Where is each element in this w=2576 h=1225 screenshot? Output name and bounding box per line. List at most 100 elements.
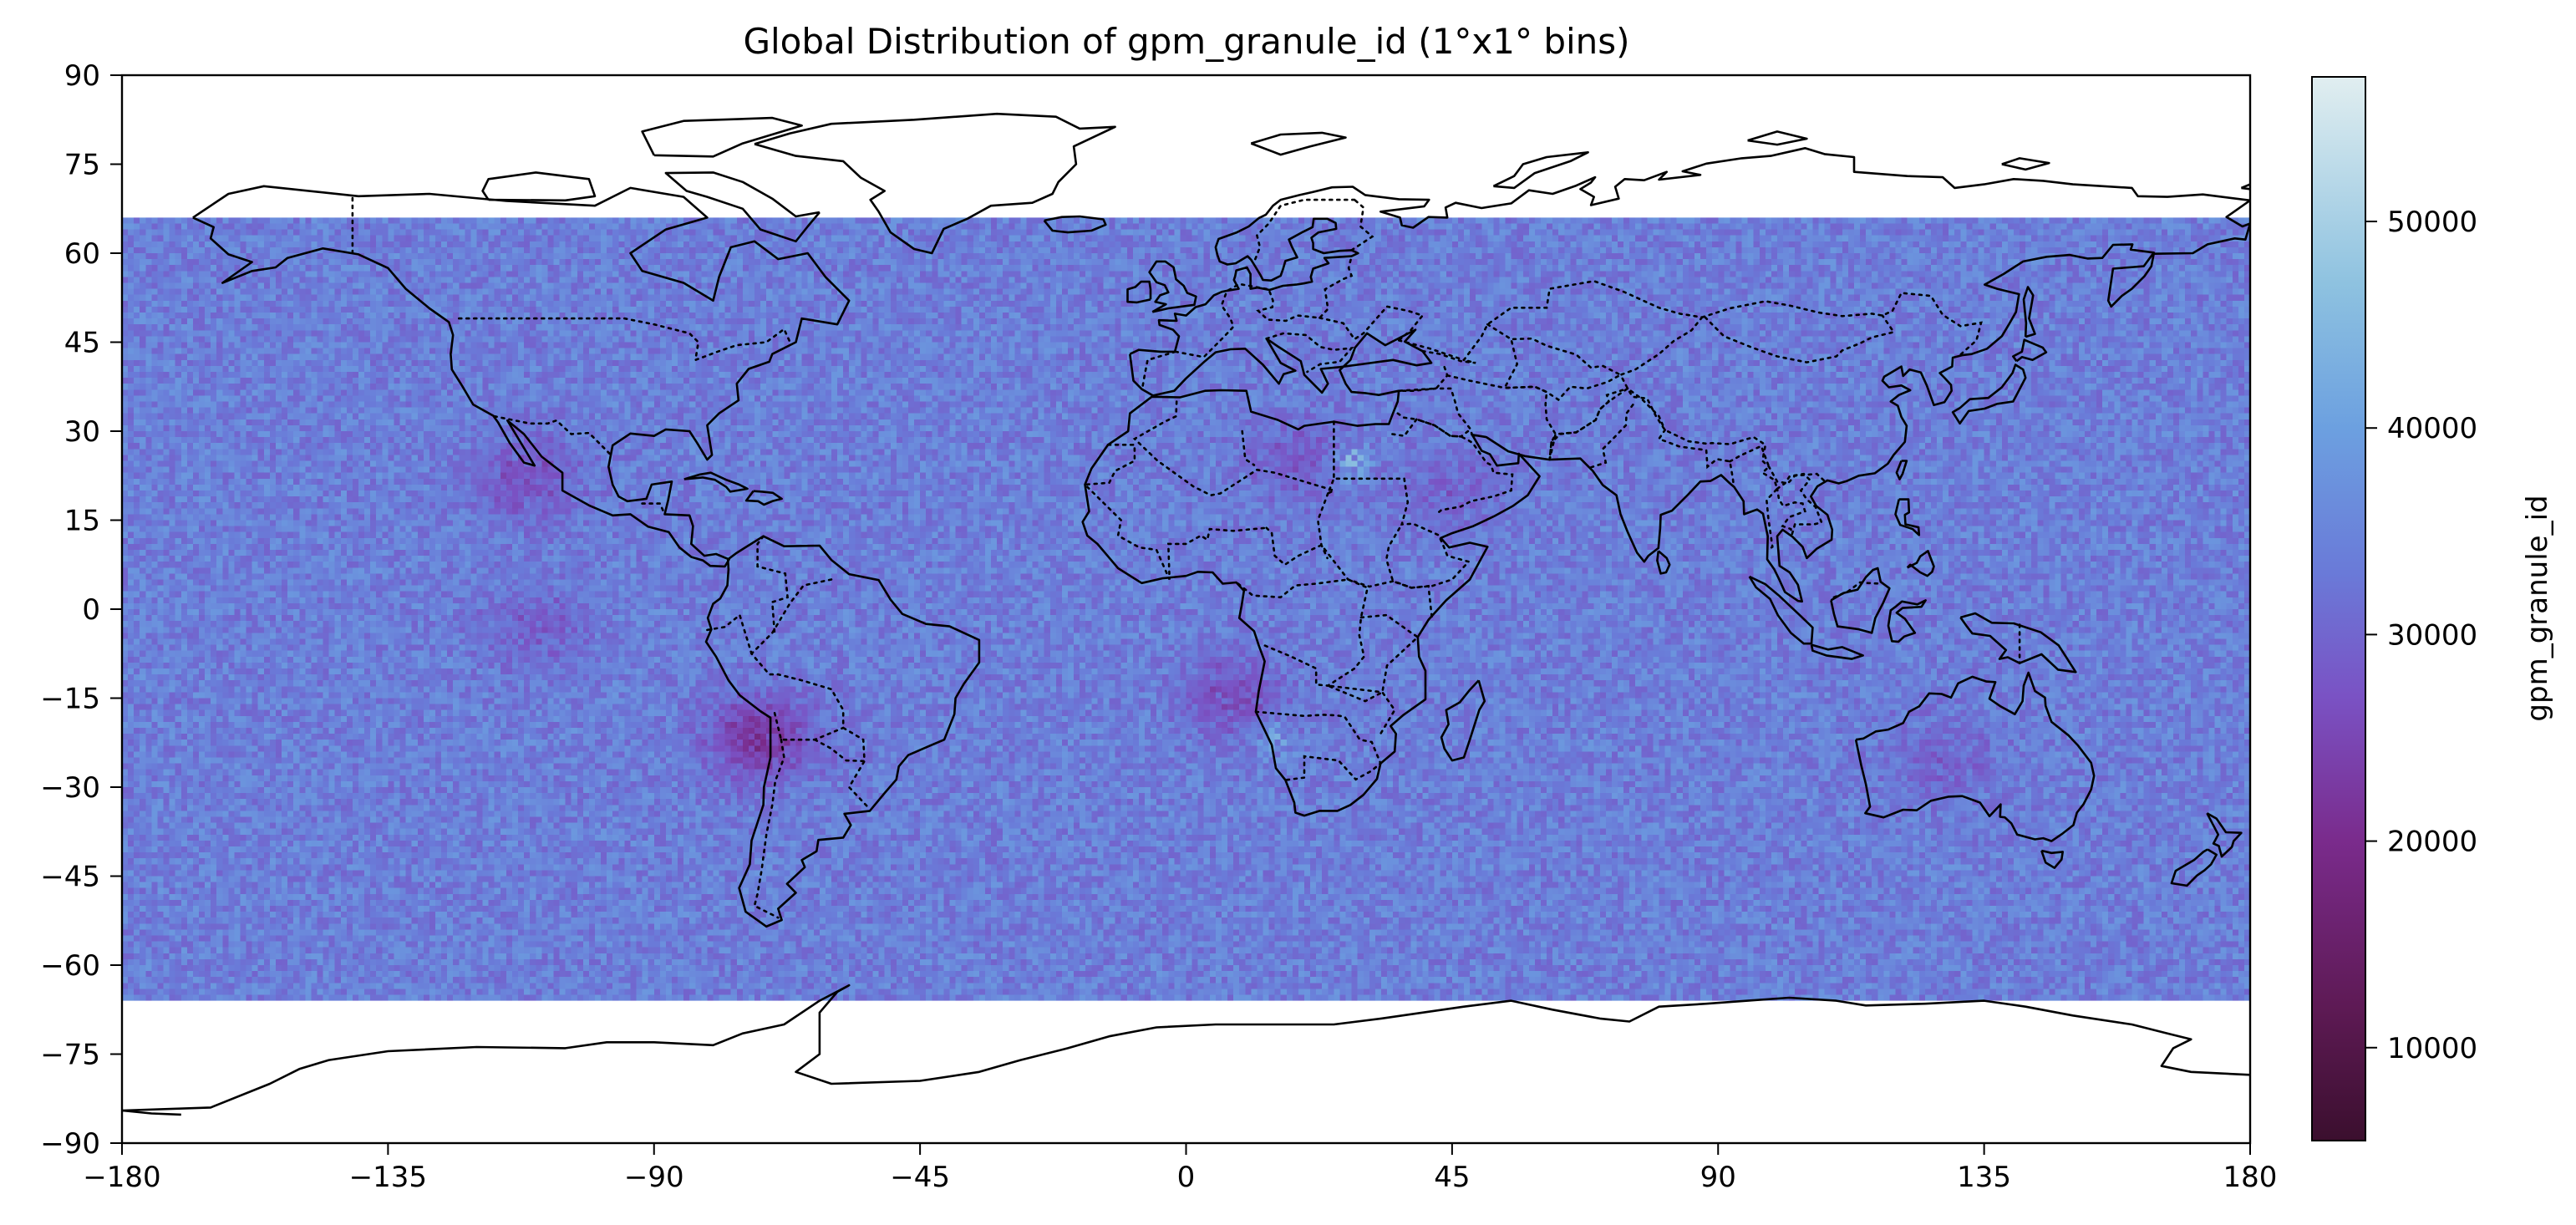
ireland-coast — [1126, 280, 1152, 304]
new-guinea-coast — [1959, 612, 2077, 673]
y-tick-label: −45 — [40, 861, 100, 894]
hokkaido-coast — [2012, 338, 2048, 363]
australia-coast — [1854, 671, 2096, 842]
arabia-borders — [1391, 418, 1514, 513]
central-asia-borders — [1486, 323, 1623, 402]
y-tick-label: 75 — [64, 149, 100, 182]
x-tick-label: 90 — [1700, 1161, 1736, 1194]
severnaya-zemlya-coast — [1747, 130, 1808, 146]
luzon-coast — [1894, 498, 1921, 536]
map-title: Global Distribution of gpm_granule_id (1… — [743, 21, 1629, 62]
mindanao-coast — [1906, 550, 1935, 577]
usa-mexico-border — [493, 414, 613, 457]
russia-china-mongolia-border — [1700, 292, 1983, 356]
victoria-island-coast — [481, 171, 597, 202]
y-tick-label: −30 — [40, 771, 100, 805]
algeria-libya-border — [1241, 430, 1256, 466]
greenland-coast — [754, 112, 1116, 255]
central-america-borders — [641, 502, 666, 516]
baffin-coast — [664, 171, 821, 243]
nz-south-coast — [2170, 848, 2218, 887]
cuba-coast — [683, 471, 749, 493]
russia-kazakh-border — [1397, 280, 1704, 362]
y-axis-ticks: 90 75 60 45 30 15 0 −15 −30 −45 −60 −75 −90 — [40, 59, 122, 1161]
x-tick-label: −135 — [349, 1161, 427, 1194]
north-africa-borders — [1132, 400, 1405, 497]
y-tick-label: 30 — [64, 415, 100, 449]
java-coast — [1810, 643, 1864, 660]
taiwan-coast — [1895, 460, 1908, 480]
coastline-layer — [122, 112, 2250, 1116]
y-tick-label: −75 — [40, 1039, 100, 1072]
antarctica-coast — [122, 984, 2250, 1112]
chile-argentina-border — [753, 738, 785, 919]
x-tick-label: −180 — [83, 1161, 160, 1194]
y-tick-label: 60 — [64, 237, 100, 271]
heatmap-layer — [122, 217, 2250, 1001]
colorbar-tick-label: 40000 — [2387, 412, 2477, 445]
south-asia-borders — [1548, 387, 1735, 485]
x-axis-ticks: −180 −135 −90 −45 0 45 90 135 180 — [83, 1143, 2277, 1194]
madagascar-coast — [1440, 679, 1486, 762]
nw-africa-borders — [1082, 443, 1268, 581]
y-tick-label: −60 — [40, 949, 100, 983]
y-tick-label: 0 — [82, 593, 100, 627]
sumatra-coast — [1748, 575, 1814, 645]
new-siberian-coast — [2001, 157, 2050, 171]
colorbar-label: gpm_granule_id — [2521, 495, 2554, 721]
hispaniola-coast — [744, 490, 783, 506]
north-america-coast — [192, 185, 851, 568]
argentina-paraguay-border — [813, 738, 866, 763]
svalbard-coast — [1250, 131, 1347, 156]
chad-sudan-border — [1316, 492, 1329, 560]
colorbar-tick-label: 50000 — [2387, 206, 2477, 239]
great-britain-coast — [1148, 260, 1197, 313]
y-tick-label: 15 — [64, 505, 100, 538]
sri-lanka-coast — [1656, 550, 1671, 575]
europe-borders — [1174, 255, 1354, 358]
colorbar — [2311, 76, 2366, 1141]
wrangel-coast — [2240, 183, 2250, 191]
y-tick-label: 90 — [64, 59, 100, 93]
east-africa-borders — [1327, 613, 1420, 735]
india-pakistan-border — [1589, 400, 1637, 469]
sulawesi-coast — [1887, 599, 1927, 643]
colorbar-tick-label: 10000 — [2387, 1032, 2477, 1065]
colorbar-ticks: 10000 20000 30000 40000 50000 — [2365, 206, 2477, 1065]
brazil-borders — [749, 578, 871, 811]
finland-russia-border — [1350, 198, 1374, 252]
borneo-border — [1832, 581, 1882, 599]
iberia-border — [1141, 350, 1177, 390]
y-tick-label: 45 — [64, 327, 100, 360]
peru-borders — [706, 612, 753, 655]
balkan-borders — [1265, 332, 1354, 374]
sakhalin-coast — [2022, 286, 2036, 338]
x-tick-label: 180 — [2223, 1161, 2278, 1194]
iceland-coast — [1043, 215, 1107, 234]
caucasus-border — [1421, 349, 1476, 364]
country-border-layer — [351, 195, 2021, 919]
tasmania-coast — [2040, 849, 2064, 869]
south-america-coast — [704, 535, 981, 928]
middle-east-borders — [1396, 363, 1475, 439]
ellesmere-coast — [641, 116, 803, 158]
x-tick-label: 45 — [1434, 1161, 1470, 1194]
heatmap-raster — [122, 217, 2250, 1001]
southern-africa-borders — [1254, 710, 1382, 781]
ethiopia-borders — [1385, 477, 1471, 589]
borneo-coast — [1830, 567, 1891, 634]
nz-north-coast — [2206, 812, 2243, 858]
eastern-europe-borders — [1318, 305, 1425, 342]
bolivia-borders — [773, 711, 845, 741]
x-tick-label: 0 — [1177, 1161, 1196, 1194]
japan-coast — [1951, 363, 2027, 425]
colorbar-tick-label: 30000 — [2387, 618, 2477, 652]
usa-canada-border — [457, 317, 791, 362]
colombia-venezuela-border — [756, 535, 789, 636]
congo-borders — [1237, 578, 1369, 687]
x-tick-label: −90 — [624, 1161, 684, 1194]
x-tick-label: −45 — [890, 1161, 950, 1194]
colorbar-tick-label: 20000 — [2387, 826, 2477, 859]
